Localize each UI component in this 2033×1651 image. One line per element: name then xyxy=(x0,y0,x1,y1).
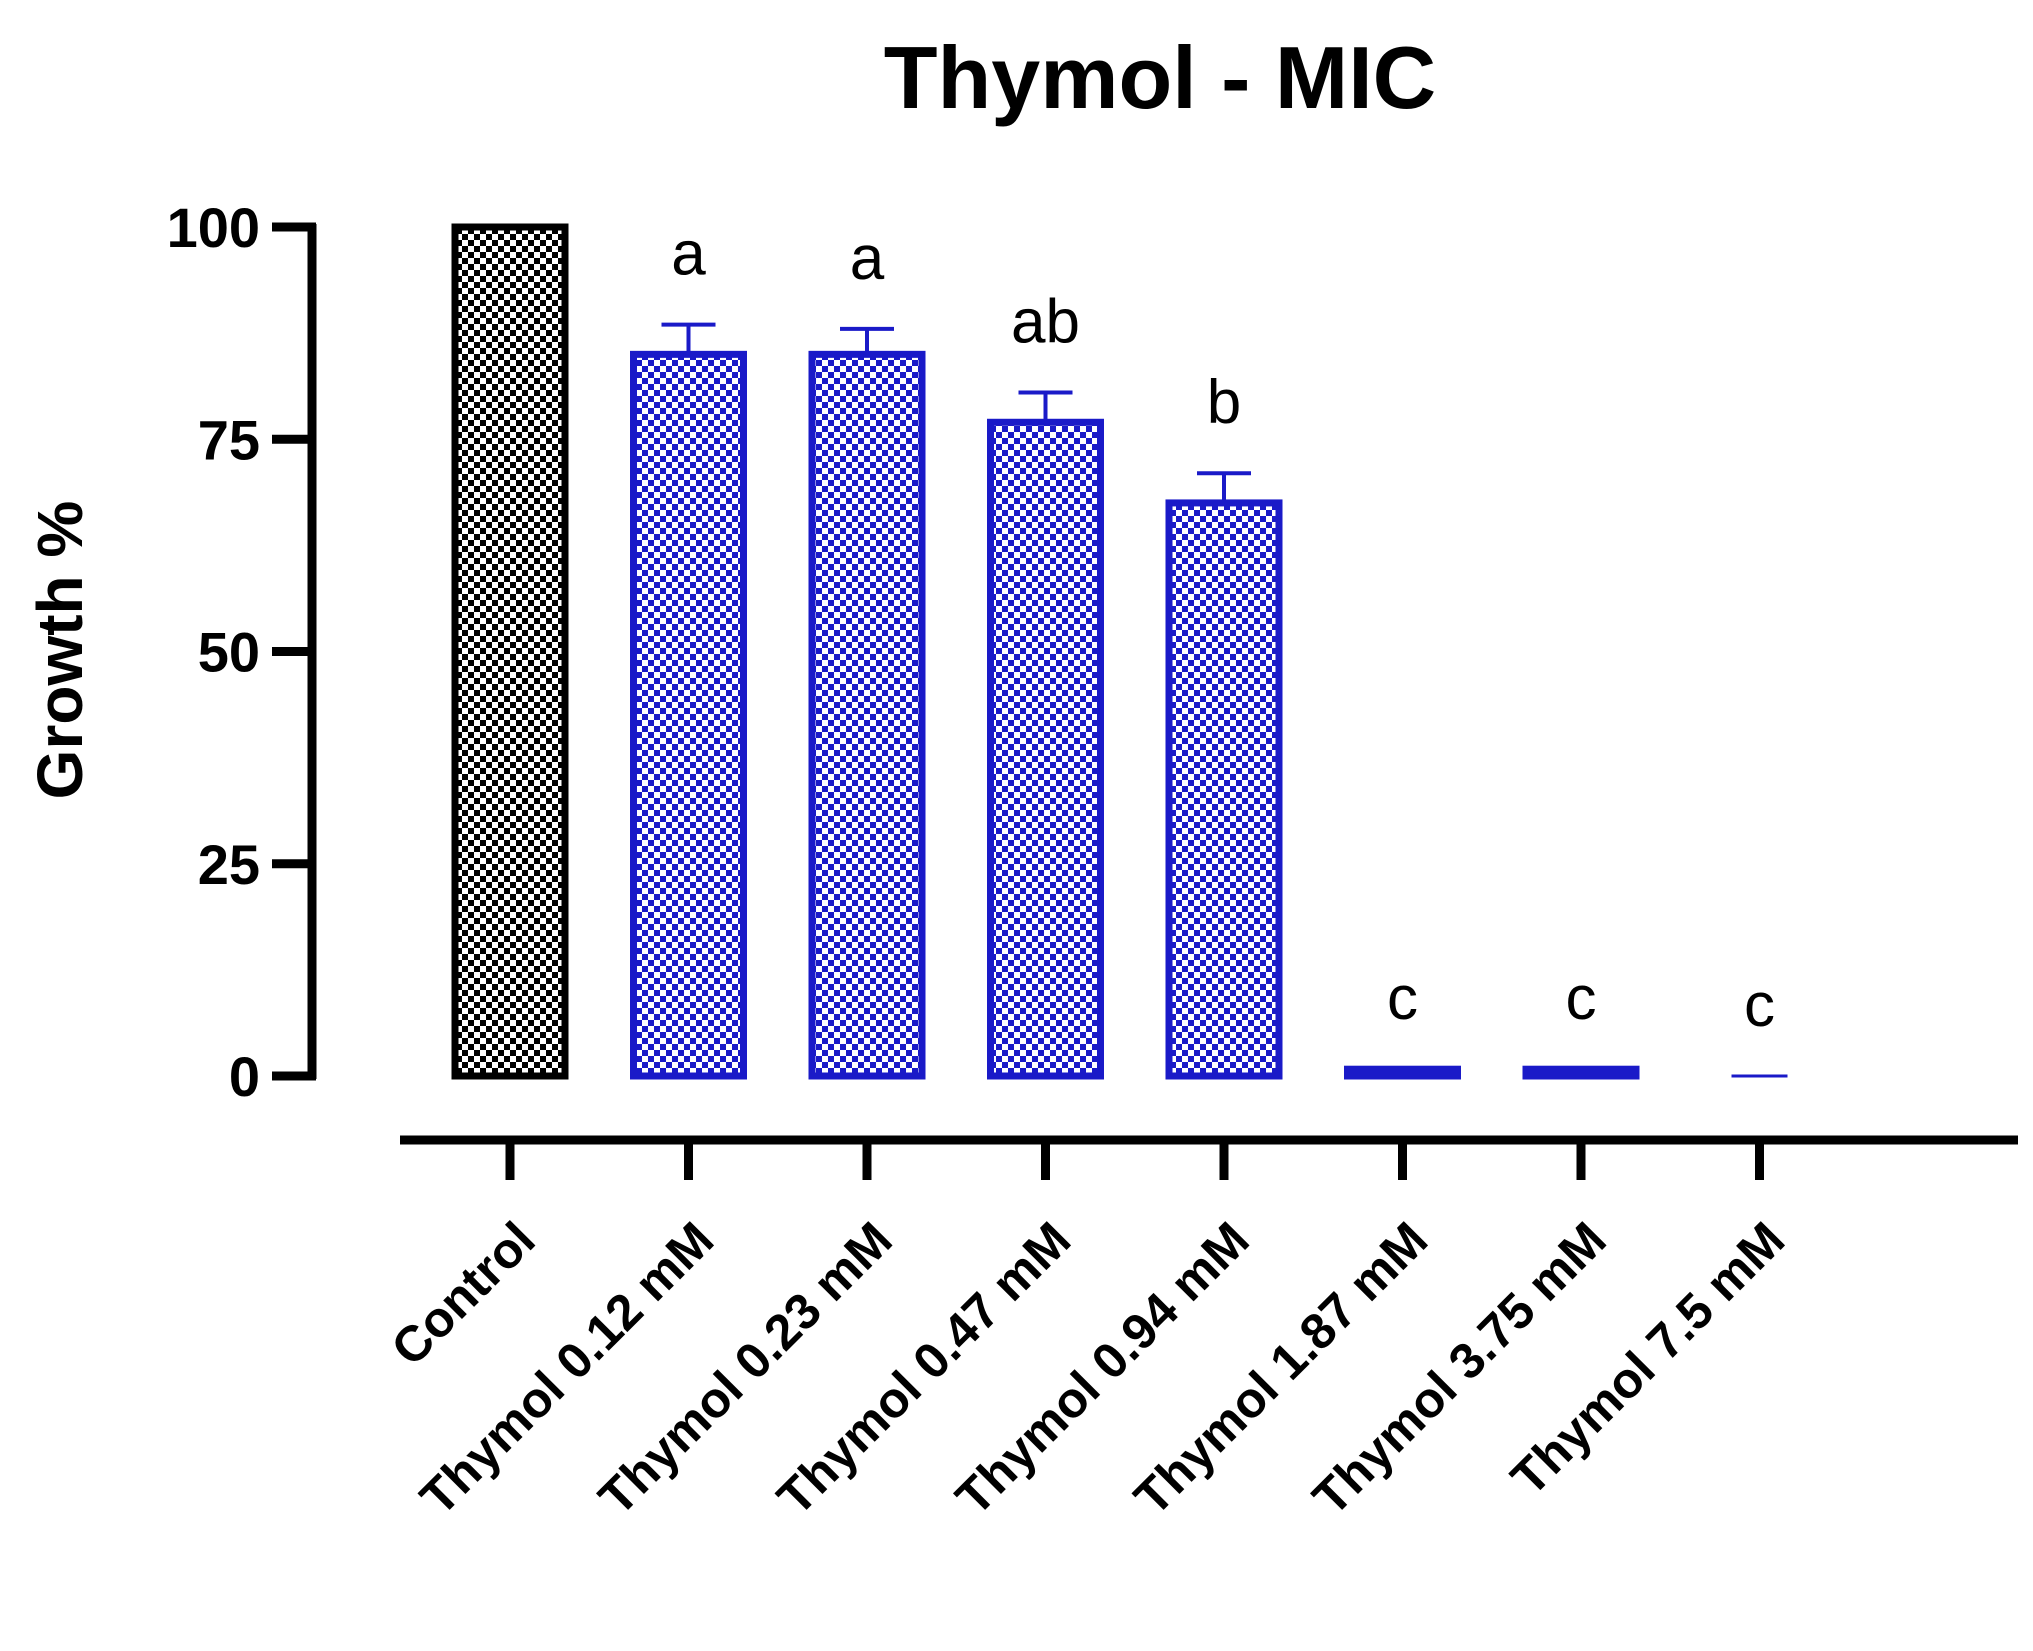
significance-letter: c xyxy=(1566,964,1597,1033)
chart-title: Thymol - MIC xyxy=(884,28,1436,127)
y-axis-label: Growth % xyxy=(24,501,96,800)
bar xyxy=(808,350,926,1080)
y-tick-label: 100 xyxy=(167,196,260,259)
significance-letter: b xyxy=(1207,368,1241,437)
bar xyxy=(1522,1065,1640,1080)
bars xyxy=(451,223,1788,1080)
y-tick-label: 50 xyxy=(198,621,260,684)
bar xyxy=(987,418,1104,1080)
x-tick-label: Thymol 0.47 mM xyxy=(767,1211,1082,1526)
bar xyxy=(1165,499,1283,1080)
x-axis xyxy=(400,1135,2018,1180)
y-tick-label: 0 xyxy=(229,1045,260,1108)
bar xyxy=(630,350,747,1080)
significance-letter: ab xyxy=(1011,288,1080,357)
bar xyxy=(1344,1065,1461,1080)
significance-letter: c xyxy=(1387,964,1418,1033)
y-axis: 0 25 50 75 100 xyxy=(167,196,317,1108)
significance-letter: a xyxy=(671,220,706,289)
x-tick-label: Thymol 0.12 mM xyxy=(410,1211,725,1526)
y-tick-label: 75 xyxy=(198,408,260,471)
x-tick-label: Control xyxy=(381,1211,546,1376)
x-tick-label: Thymol 1.87 mM xyxy=(1124,1211,1439,1526)
significance-letter: c xyxy=(1744,971,1775,1040)
x-tick-label: Thymol 0.23 mM xyxy=(588,1211,903,1526)
bar xyxy=(451,223,569,1080)
y-tick-label: 25 xyxy=(198,833,260,896)
significance-letter: a xyxy=(850,224,885,293)
x-tick-label: Thymol 3.75 mM xyxy=(1302,1211,1617,1526)
x-tick-label: Thymol 0.94 mM xyxy=(945,1211,1260,1526)
